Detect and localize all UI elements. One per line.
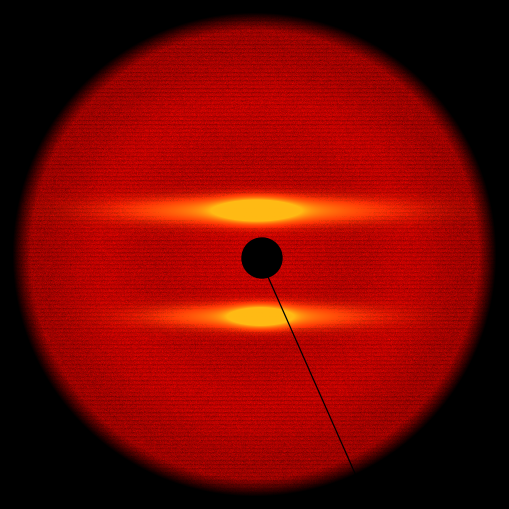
Circle shape <box>242 238 282 278</box>
